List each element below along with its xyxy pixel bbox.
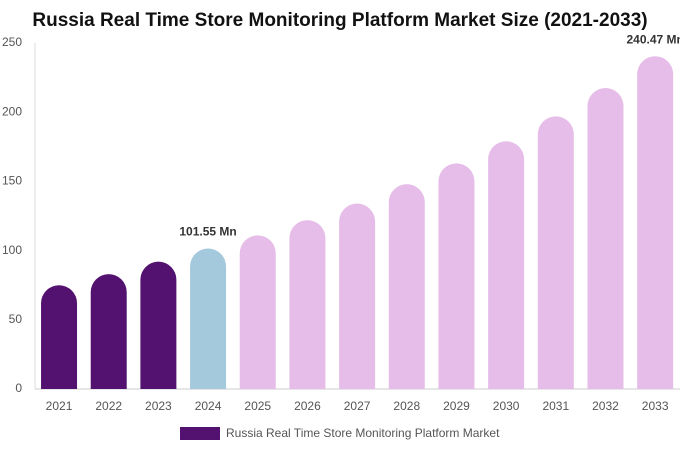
y-tick-label: 100	[2, 243, 22, 257]
value-label: 101.55 Mn	[179, 225, 236, 239]
bar	[190, 248, 227, 389]
chart-title: Russia Real Time Store Monitoring Platfo…	[32, 10, 647, 31]
bar	[339, 203, 376, 389]
x-tick-label: 2033	[642, 399, 669, 413]
bar	[41, 285, 78, 389]
value-label: 240.47 Mn	[626, 32, 680, 46]
bar	[239, 235, 276, 389]
x-tick-label: 2030	[493, 399, 520, 413]
y-tick-label: 200	[2, 104, 22, 118]
y-tick-label: 0	[15, 381, 22, 395]
x-tick-label: 2021	[46, 399, 73, 413]
x-tick-label: 2029	[443, 399, 470, 413]
bar	[90, 274, 127, 389]
bar	[289, 220, 326, 389]
x-tick-label: 2025	[244, 399, 271, 413]
bar	[537, 116, 574, 390]
x-tick-label: 2032	[592, 399, 619, 413]
y-tick-label: 50	[9, 312, 23, 326]
x-tick-label: 2022	[95, 399, 122, 413]
x-tick-label: 2024	[195, 399, 222, 413]
bar	[388, 184, 425, 389]
y-tick-label: 150	[2, 174, 22, 188]
x-tick-label: 2031	[542, 399, 569, 413]
bar	[438, 163, 475, 389]
bar	[637, 56, 674, 390]
x-tick-label: 2026	[294, 399, 321, 413]
bar	[587, 87, 624, 389]
bar	[140, 261, 177, 389]
bar	[488, 141, 525, 389]
x-tick-label: 2027	[344, 399, 371, 413]
x-tick-label: 2023	[145, 399, 172, 413]
y-tick-label: 250	[2, 35, 22, 49]
legend-swatch	[180, 427, 220, 440]
legend-label: Russia Real Time Store Monitoring Platfo…	[226, 426, 500, 440]
x-tick-label: 2028	[393, 399, 420, 413]
